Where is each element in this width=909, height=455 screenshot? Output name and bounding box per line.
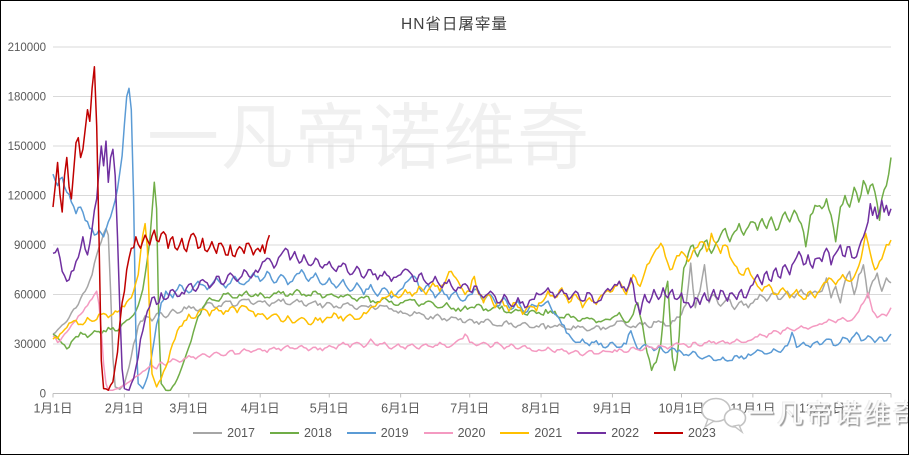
- series-line-2021: [52, 222, 892, 388]
- legend-item-2022: 2022: [577, 426, 639, 440]
- legend-swatch-2021: [500, 432, 530, 434]
- legend-swatch-2022: [577, 432, 607, 434]
- legend-label: 2017: [227, 426, 255, 440]
- y-tick-label: 180000: [8, 92, 46, 104]
- legend-label: 2019: [380, 426, 409, 440]
- series-line-2022: [52, 140, 892, 391]
- y-tick-label: 30000: [14, 339, 46, 351]
- series-line-2018: [52, 157, 892, 392]
- legend-item-2017: 2017: [193, 426, 255, 440]
- legend-swatch-2023: [654, 432, 684, 434]
- legend-item-2019: 2019: [346, 426, 409, 440]
- legend-item-2020: 2020: [423, 426, 486, 440]
- y-tick-label: 90000: [14, 240, 46, 252]
- bottom-right-watermark: 一凡帝诺维奇: [698, 395, 909, 435]
- x-tick-label: 12月1日: [799, 402, 845, 416]
- x-tick-label: 4月1日: [241, 402, 280, 416]
- legend-label: 2023: [688, 426, 716, 440]
- x-tick-label: 6月1日: [381, 402, 420, 416]
- x-tick-label: 3月1日: [169, 402, 208, 416]
- legend-item-2021: 2021: [500, 426, 562, 440]
- legend-label: 2020: [457, 426, 486, 440]
- x-tick-label: 9月1日: [593, 402, 632, 416]
- legend-item-2018: 2018: [269, 426, 332, 440]
- x-tick-label: 8月1日: [522, 402, 561, 416]
- legend-label: 2018: [303, 426, 332, 440]
- legend-swatch-2019: [346, 432, 376, 434]
- x-tick-label: 7月1日: [450, 402, 489, 416]
- chart-title: HN省日屠宰量: [401, 16, 508, 33]
- x-tick-label: 5月1日: [310, 402, 349, 416]
- wechat-chat-bubbles-icon: [701, 397, 747, 435]
- legend-swatch-2017: [193, 432, 223, 434]
- bottom-right-watermark-text: 一凡帝诺维奇: [748, 399, 909, 430]
- legend-label: 2022: [611, 426, 640, 440]
- series-line-2017: [52, 227, 892, 391]
- center-watermark: 一凡帝诺维奇: [147, 99, 592, 179]
- x-tick-label: 2月1日: [105, 402, 144, 416]
- series-line-2023: [52, 66, 271, 391]
- x-tick-label: 1月1日: [34, 402, 73, 416]
- legend-swatch-2018: [269, 432, 299, 434]
- chart-legend: 2017 2018 2019 2020 2021 2022 2023: [1, 426, 908, 440]
- x-tick-label: 10月1日: [659, 402, 705, 416]
- y-tick-label: 60000: [14, 290, 46, 302]
- y-tick-label: 120000: [8, 191, 46, 203]
- series-line-2020: [52, 290, 892, 391]
- legend-label: 2021: [534, 426, 563, 440]
- y-tick-label: 150000: [8, 141, 46, 153]
- y-tick-label: 210000: [8, 42, 46, 54]
- y-tick-label: 0: [40, 389, 46, 401]
- legend-swatch-2020: [423, 432, 453, 434]
- legend-item-2023: 2023: [654, 426, 716, 440]
